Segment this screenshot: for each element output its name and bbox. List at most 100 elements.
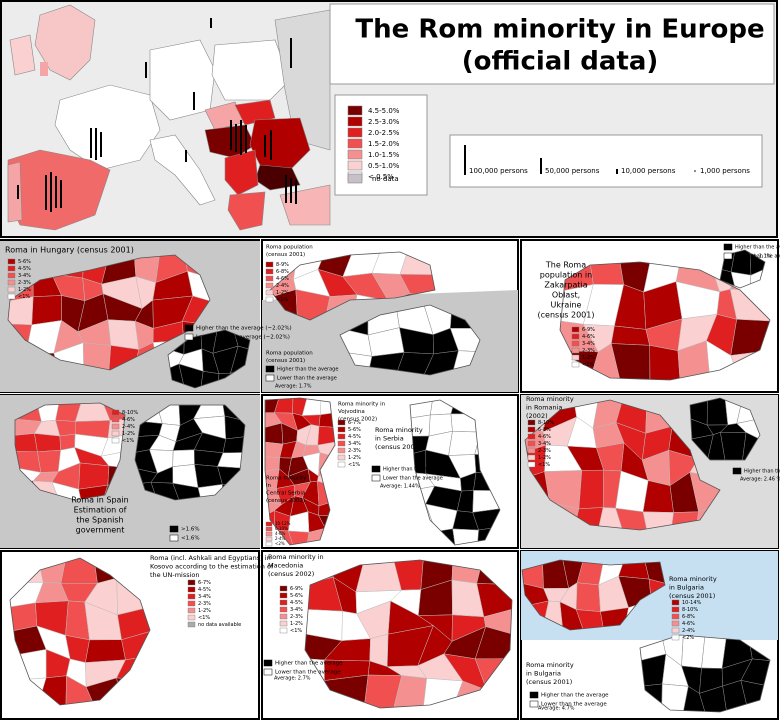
serbia bbox=[224, 149, 259, 196]
panel-title: Roma (incl. Ashkali and Egyptians) in bbox=[150, 554, 271, 562]
panel-title: population in bbox=[540, 271, 592, 280]
district bbox=[423, 350, 459, 375]
legend-swatch bbox=[265, 275, 274, 282]
legend-label: 2-3% bbox=[198, 601, 211, 607]
legend-label: >1.6% bbox=[181, 527, 200, 533]
legend-label: 3-4% bbox=[18, 273, 31, 279]
panel-title: (census 2001) bbox=[526, 678, 572, 686]
panel-title: Roma minority in bbox=[338, 402, 386, 408]
average-label: Average: 2.46 % bbox=[740, 477, 780, 483]
legend-swatch bbox=[111, 416, 120, 423]
texts: 4.5-5.0% 2.5-3.0% 2.0-2.5% 1.5-2.0% 1.0-1.5%… bbox=[5, 105, 780, 712]
panel-title: Roma population bbox=[266, 245, 313, 251]
legend-label: 2-4% bbox=[122, 424, 135, 430]
legend-swatch bbox=[347, 127, 363, 138]
legend-label: 0.5-1.0% bbox=[368, 162, 400, 170]
legend-swatch bbox=[529, 691, 539, 699]
legend-swatch bbox=[187, 607, 196, 614]
legend-swatch bbox=[279, 606, 288, 613]
legend-swatch bbox=[265, 289, 274, 296]
legend-label: <1% bbox=[122, 438, 134, 444]
legend-label: 2-4% bbox=[275, 536, 286, 541]
region-outline bbox=[14, 402, 126, 501]
legend-label: 4-6% bbox=[276, 276, 289, 282]
legend-swatch bbox=[265, 526, 273, 532]
legend-label: Higher than the average bbox=[383, 467, 444, 473]
legend-swatch bbox=[347, 173, 363, 184]
district bbox=[740, 658, 770, 687]
panel-title: (census 2002) bbox=[338, 417, 377, 423]
legend-swatch bbox=[7, 286, 16, 293]
legend-label: 1-2% bbox=[290, 621, 303, 627]
legend-swatch bbox=[527, 461, 536, 468]
size-label: 50,000 persons bbox=[545, 167, 600, 175]
panel-title: in Serbia bbox=[375, 435, 404, 443]
title-box bbox=[329, 3, 775, 85]
panel-title: Roma minority bbox=[266, 476, 307, 482]
panel-title: Oblast, bbox=[552, 291, 580, 300]
size-label: 1,000 persons bbox=[700, 167, 750, 175]
legend-label: Lower than the average (~2.02%) bbox=[196, 335, 290, 341]
legend-label: <1% bbox=[538, 462, 550, 468]
legend-swatch bbox=[169, 525, 179, 533]
legend-label: Higher than the average bbox=[275, 661, 343, 667]
legend-swatch bbox=[265, 374, 275, 382]
district bbox=[699, 685, 727, 712]
legend-label: Higher than the average bbox=[277, 367, 338, 373]
region-outline bbox=[9, 557, 151, 706]
district bbox=[597, 507, 623, 530]
legend-swatch bbox=[732, 467, 742, 475]
panel-title: Kosovo according to the estimation of bbox=[150, 563, 274, 571]
legend-label: Higher than the average bbox=[735, 245, 780, 251]
turkey bbox=[279, 184, 331, 226]
legend-label: 6-8% bbox=[538, 427, 551, 433]
average-label: Average: 4.7% bbox=[538, 706, 575, 712]
legend-label: 1-2% bbox=[582, 355, 595, 361]
panel-title: Estimation of bbox=[74, 506, 127, 515]
district bbox=[452, 528, 479, 545]
legend-swatch bbox=[337, 454, 346, 461]
district bbox=[578, 469, 604, 510]
legend-label: 2.5-3.0% bbox=[368, 118, 400, 126]
legend-swatch bbox=[169, 534, 179, 542]
region-outline bbox=[134, 404, 246, 501]
legend-swatch bbox=[671, 613, 680, 620]
region-outline bbox=[167, 329, 251, 389]
legend-swatch bbox=[111, 423, 120, 430]
legend-swatch bbox=[187, 600, 196, 607]
italy bbox=[149, 134, 216, 206]
legend-label: 3-4% bbox=[290, 607, 303, 613]
legend-label: 5-6% bbox=[18, 259, 31, 265]
europe-map bbox=[7, 4, 331, 231]
legend-swatch bbox=[184, 324, 194, 332]
panel-title: (2002) bbox=[526, 412, 548, 420]
legend-label: 6-10% bbox=[275, 526, 288, 531]
panel-title: Roma minority bbox=[526, 395, 574, 403]
france bbox=[54, 84, 161, 171]
greece bbox=[227, 191, 266, 231]
title: (official data) bbox=[462, 47, 659, 77]
region-outline bbox=[304, 559, 513, 709]
legend-label: 6-7% bbox=[348, 420, 361, 426]
legend-swatch bbox=[347, 138, 363, 149]
legend-swatch bbox=[265, 536, 273, 542]
legend-swatch bbox=[111, 409, 120, 416]
legend-label: 4-5% bbox=[348, 434, 361, 440]
legend-label: 1-2% bbox=[18, 287, 31, 293]
legend-swatch bbox=[571, 354, 580, 361]
legend-swatch bbox=[7, 279, 16, 286]
legend-label: 1-2% bbox=[122, 431, 135, 437]
legend-swatch bbox=[527, 433, 536, 440]
district bbox=[589, 262, 625, 285]
legend-label: 6-8% bbox=[276, 269, 289, 275]
region-outline bbox=[639, 634, 771, 713]
panel-title: (census 2001) bbox=[669, 592, 715, 600]
legend-swatch bbox=[527, 454, 536, 461]
panel-title: in Bulgaria bbox=[669, 584, 704, 592]
legend-label: no data bbox=[372, 175, 399, 183]
legend-label: 5-6% bbox=[290, 593, 303, 599]
legend-swatch bbox=[111, 437, 120, 444]
legend-label: Lower than the average bbox=[277, 376, 337, 382]
legend-swatch bbox=[187, 579, 196, 586]
district bbox=[295, 289, 331, 320]
